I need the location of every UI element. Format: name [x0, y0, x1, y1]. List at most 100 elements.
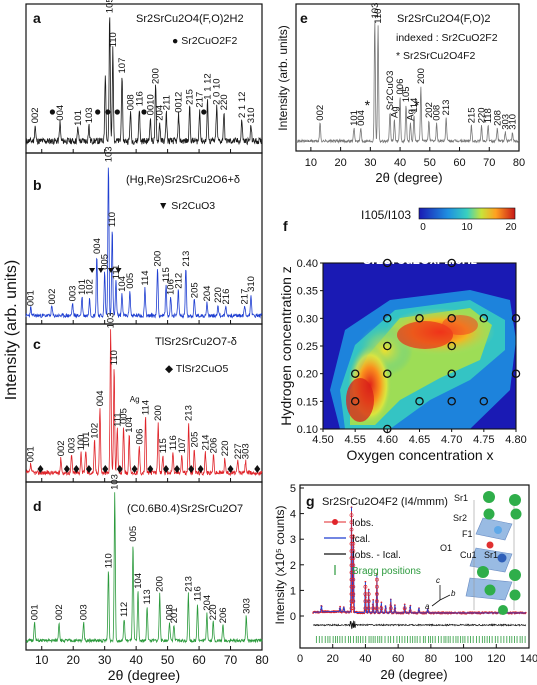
peak-labels-e: 002 101004103110Sr2CuO3Ag006105Ag11420020…: [315, 3, 518, 130]
panel-e-y-axis-label: Intensity (arb. units): [276, 25, 290, 130]
peak-label: 202: [424, 102, 435, 118]
peak-label: 003: [79, 604, 90, 620]
x-tick-label: 20: [334, 157, 346, 169]
peak-label: Ag: [406, 109, 417, 121]
y-tick-label: 2: [290, 560, 296, 572]
sample-point: [383, 369, 392, 378]
peak-label: 114: [141, 400, 152, 415]
y-tick-label: 0.25: [297, 341, 318, 353]
obs-point: [366, 606, 371, 611]
pattern-line: [25, 492, 263, 644]
panel-a-title: Sr2SrCu2O4(F,O)2H2: [136, 13, 244, 25]
left-x-axis: 10 20 30 40 50 60 70 80: [35, 149, 269, 667]
heatmap: [323, 263, 516, 429]
peak-label: 217: [240, 289, 251, 305]
peak-label: 220: [477, 107, 488, 123]
impurity-marker: [254, 465, 261, 473]
panel-e-x-axis-label: 2θ (degree): [375, 170, 442, 185]
sample-point: [447, 341, 456, 351]
peak-label: 110: [108, 32, 119, 47]
legend-bragg: Bragg positions: [352, 566, 421, 577]
peak-label: 220: [213, 287, 224, 303]
x-tick-label: 4.50: [312, 434, 333, 446]
x-tick-label: 60: [392, 653, 404, 665]
sample-point: [511, 314, 521, 323]
panel-g-letter: g: [306, 493, 315, 509]
x-tick-label: 4.75: [473, 434, 494, 446]
impurity-star: *: [414, 97, 420, 113]
peak-label: 005: [125, 273, 136, 289]
rietveld-plot: [312, 506, 527, 643]
colorbar-tick-20: 20: [505, 222, 517, 233]
peak-label: 303: [500, 114, 511, 130]
crystal-structure-inset: Sr1 Sr2 F1 O1 Cu1 Sr1 c b a: [425, 491, 522, 615]
colorbar-tick-0: 0: [420, 222, 426, 233]
axis-a: a: [425, 602, 430, 611]
peak-label: 310: [246, 107, 257, 123]
sample-point: [383, 424, 392, 434]
peak-label: 200: [416, 68, 427, 84]
cal-line: [313, 507, 526, 614]
sample-point: [447, 258, 456, 268]
peak-label: 114: [409, 98, 420, 113]
panel-g-axes: 0 20 40 60 80 100 120 140 0 1 2 3 4 5: [290, 483, 537, 665]
pattern-line: [25, 17, 263, 146]
peak-label: 008: [165, 604, 176, 620]
obs-point: [349, 513, 354, 518]
peak-label: 214: [200, 435, 211, 451]
atom: [509, 589, 521, 601]
peak-label: 200: [153, 405, 164, 421]
panel-f-y-axis-label: Hydrogen concentration z: [278, 266, 294, 426]
peak-label: 220: [208, 604, 219, 620]
panel-e-title: Sr2SrCu2O4(F,O)2: [397, 13, 491, 25]
panel-g-frame: [299, 484, 530, 649]
peak-label: 103: [370, 3, 381, 19]
peak-label: 114: [140, 270, 151, 285]
atom-label-o1: O1: [440, 543, 452, 553]
panel-g-legend: Iobs. Ical. Iobs. - Ical. Bragg position…: [324, 518, 421, 577]
peak-label: 213: [181, 251, 192, 267]
atom: [509, 494, 521, 506]
sample-point: [383, 314, 392, 323]
peak-label: 217: [195, 92, 206, 108]
obs-point: [351, 570, 356, 575]
panel-g: 0 20 40 60 80 100 120 140 0 1 2 3 4 5 g Sr2SrCu2O4F2 …: [273, 483, 537, 682]
obs-point: [349, 520, 354, 525]
obs-point: [388, 606, 393, 611]
x-tick-label: 50: [161, 653, 175, 667]
panel-c-legend: ◆ TlSr2CuO5: [165, 363, 228, 375]
atom-f1: [494, 526, 502, 534]
x-tick-label: 60: [192, 653, 206, 667]
peak-label: 220: [219, 94, 230, 110]
panel-f-axes: 4.50 4.55 4.60 4.65 4.70 4.75 4.80 0.10 0.15 0.20…: [297, 258, 527, 446]
x-tick-label: 4.60: [377, 434, 398, 446]
panel-d-frame: [25, 481, 263, 651]
peak-label: 118: [483, 108, 494, 123]
sample-point: [415, 397, 424, 406]
x-tick-label: 50: [424, 157, 436, 169]
peak-label: 110: [103, 553, 114, 568]
peak-label: 105: [105, 0, 116, 13]
peak-label: 103: [106, 313, 117, 329]
peak-label: 008: [432, 105, 443, 121]
peak-label: 103: [110, 474, 121, 490]
x-tick-label: 20: [67, 653, 81, 667]
peak-label: 005: [100, 254, 111, 270]
x-tick-label: 40: [394, 157, 406, 169]
y-tick-label: 3: [290, 534, 296, 546]
obs-point: [372, 599, 375, 601]
peak-label: 213: [441, 100, 452, 116]
axis-b: b: [451, 589, 456, 598]
peak-label: 227: [233, 443, 244, 459]
x-tick-label: 80: [255, 653, 269, 667]
impurity-marker: [188, 465, 195, 473]
peak-label: 101: [77, 279, 88, 295]
sample-point: [447, 314, 456, 323]
panel-e: 002 101004103110Sr2CuO3Ag006105Ag11420020…: [276, 3, 525, 185]
bragg-ticks: [315, 636, 526, 643]
peak-label: 112: [119, 602, 130, 617]
x-tick-label: 80: [425, 653, 437, 665]
